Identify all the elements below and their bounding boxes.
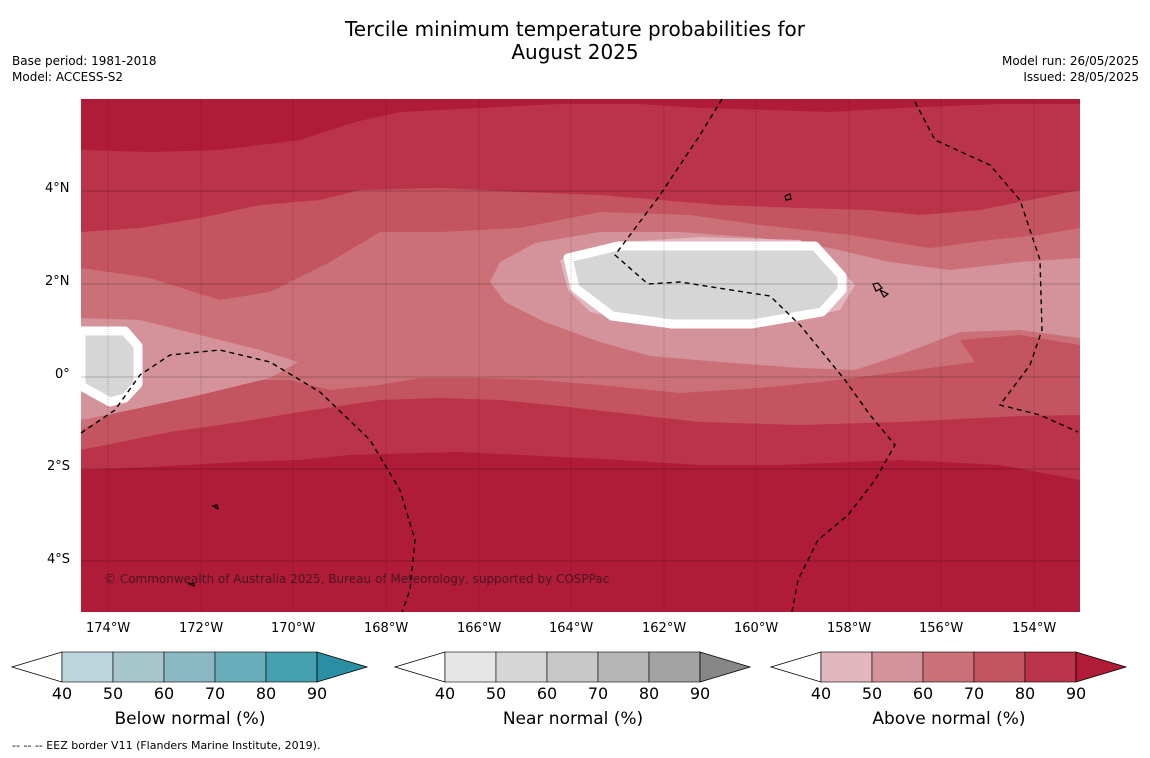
colorbars: 40 50 60 70 80 90 40 50 60 70 80 90 40 50 60 70 80 90: [10, 651, 1128, 703]
lon-label-162w: 162°W: [642, 621, 687, 636]
colorbar-tick-label: 50: [103, 684, 123, 703]
issued-date: Issued: 28/05/2025: [1023, 70, 1139, 84]
title-line-1: Tercile minimum temperature probabilitie…: [344, 17, 806, 41]
base-period: Base period: 1981-2018: [12, 54, 157, 68]
colorbar-segment: [546, 651, 599, 683]
lon-label-170w: 170°W: [271, 621, 316, 636]
meta-left: Base period: 1981-2018 Model: ACCESS-S2: [12, 53, 157, 85]
lon-label-158w: 158°W: [827, 621, 872, 636]
islands: [186, 193, 890, 587]
colorbar-high-extend: [699, 651, 752, 683]
map-title: Tercile minimum temperature probabilitie…: [0, 18, 1150, 64]
lon-label-174w: 174°W: [86, 621, 131, 636]
colorbar-tick-label: 80: [256, 684, 276, 703]
colorbar-segment: [61, 651, 114, 683]
colorbar-tick-label: 60: [154, 684, 174, 703]
model-name: Model: ACCESS-S2: [12, 70, 124, 84]
colorbar-tick-label: 60: [537, 684, 557, 703]
colorbar-segment: [495, 651, 548, 683]
colorbar-near-title: Near normal (%): [502, 709, 644, 729]
meta-right: Model run: 26/05/2025 Issued: 28/05/2025: [1002, 53, 1139, 85]
colorbar-segment: [871, 651, 924, 683]
colorbar-tick-label: 80: [1015, 684, 1035, 703]
colorbar-tick-label: 40: [52, 684, 72, 703]
lon-label-172w: 172°W: [179, 621, 224, 636]
probability-field: [81, 99, 1080, 612]
lon-label-160w: 160°W: [734, 621, 779, 636]
colorbar-segment: [922, 651, 975, 683]
near-normal-region-west: [81, 326, 143, 407]
model-run: Model run: 26/05/2025: [1001, 54, 1139, 68]
colorbar-above-title: Above normal (%): [872, 709, 1026, 729]
colorbar-high-extend: [1075, 651, 1128, 683]
lon-label-166w: 166°W: [457, 621, 502, 636]
lat-label-2n: 2°N: [45, 274, 70, 289]
near-normal-region-central: [563, 241, 847, 329]
colorbar-segment: [265, 651, 318, 683]
lon-label-168w: 168°W: [364, 621, 409, 636]
colorbar-tick-label: 90: [690, 684, 710, 703]
colorbar-tick-label: 70: [588, 684, 608, 703]
lat-label-4s: 4°S: [47, 552, 71, 567]
lat-label-0: 0°: [55, 367, 70, 382]
colorbar-tick-label: 50: [862, 684, 882, 703]
colorbar-segment: [820, 651, 873, 683]
lat-label-4n: 4°N: [45, 181, 70, 196]
colorbar-segment: [163, 651, 216, 683]
colorbar-tick-label: 60: [913, 684, 933, 703]
colorbar-segment: [597, 651, 650, 683]
colorbar-low-extend: [769, 651, 822, 683]
colorbar-tick-label: 90: [307, 684, 327, 703]
colorbar-low-extend: [10, 651, 63, 683]
lat-label-2s: 2°S: [47, 459, 71, 474]
colorbar-tick-label: 50: [486, 684, 506, 703]
colorbar-tick-label: 70: [964, 684, 984, 703]
colorbar-high-extend: [316, 651, 369, 683]
colorbar-segment: [973, 651, 1026, 683]
lon-label-156w: 156°W: [919, 621, 964, 636]
title-line-2: August 2025: [511, 40, 639, 64]
copyright-notice: © Commonwealth of Australia 2025, Bureau…: [104, 572, 610, 586]
eez-borders: [80, 98, 1079, 613]
colorbar-tick-label: 90: [1066, 684, 1086, 703]
colorbar-low-extend: [393, 651, 446, 683]
colorbar-tick-label: 40: [435, 684, 455, 703]
colorbar-segment: [112, 651, 165, 683]
colorbar-below-title: Below normal (%): [114, 709, 266, 729]
colorbar-segment: [214, 651, 267, 683]
lon-label-164w: 164°W: [549, 621, 594, 636]
colorbar-segment: [1024, 651, 1077, 683]
eez-footer-note: -- -- -- EEZ border V11 (Flanders Marine…: [12, 739, 321, 752]
colorbar-tick-label: 70: [205, 684, 225, 703]
colorbar-segment: [444, 651, 497, 683]
colorbar-tick-label: 80: [639, 684, 659, 703]
colorbar-segment: [648, 651, 701, 683]
colorbar-tick-label: 40: [811, 684, 831, 703]
lon-label-154w: 154°W: [1012, 621, 1057, 636]
graticule: [81, 99, 1080, 612]
